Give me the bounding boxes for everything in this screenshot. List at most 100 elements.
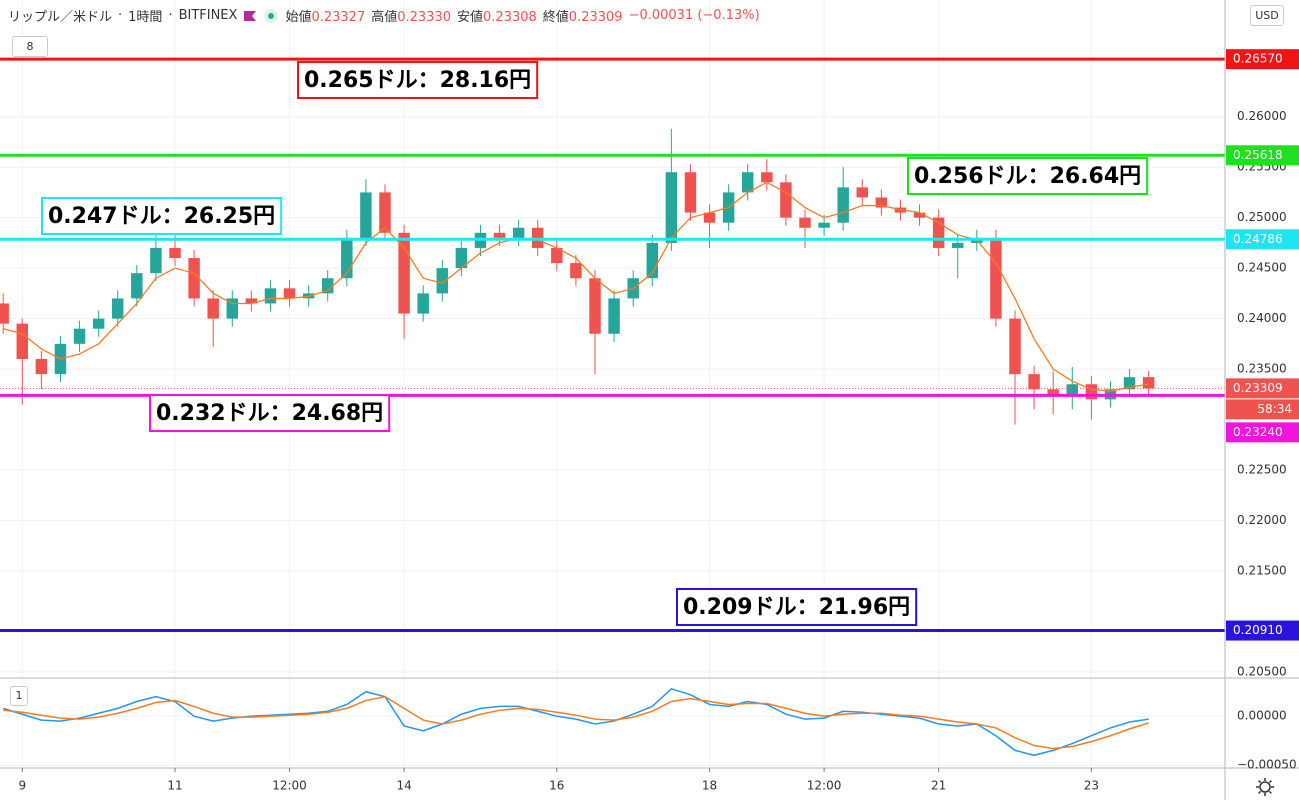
candle-body [1066, 384, 1078, 395]
level-label: 0.23240 [1233, 425, 1283, 439]
x-tick-label: 18 [702, 779, 717, 793]
candle-body [780, 182, 792, 218]
change: −0.00031 (−0.13%) [628, 8, 760, 23]
candle-body [1142, 377, 1155, 389]
level-label: 0.20910 [1233, 623, 1283, 637]
marks-layer [0, 128, 1155, 757]
level-label-bg [1226, 49, 1299, 70]
candle-body [398, 232, 410, 314]
candle-body [818, 222, 830, 228]
x-tick-label: 16 [549, 779, 564, 793]
candle-body [379, 192, 391, 233]
candle-body [360, 192, 372, 238]
candle-body [608, 298, 620, 334]
x-tick-label: 21 [931, 779, 946, 793]
candle-body [0, 303, 9, 324]
candle-body [1123, 377, 1136, 390]
close-label: 終値 [542, 10, 569, 25]
candle-body [245, 298, 258, 304]
candle-body [341, 237, 353, 279]
level-label-bg [1226, 422, 1299, 443]
level-note: 0.209ドル：21.96円 [683, 595, 910, 620]
y-tick-label: 0.24500 [1237, 261, 1287, 275]
x-tick-label: 11 [167, 779, 182, 793]
candle-body [932, 217, 945, 248]
candle-body [207, 298, 219, 319]
open-value: 0.23327 [311, 10, 366, 25]
indicator-toggle[interactable]: 8 [12, 36, 48, 57]
candle-body [226, 298, 238, 319]
candle-body [742, 172, 754, 193]
level-note-box [907, 157, 1149, 195]
candle-body [665, 172, 678, 243]
candle-body [551, 247, 563, 264]
candle-body [35, 358, 48, 375]
level-label-bg [1226, 229, 1299, 250]
candle-body [150, 247, 162, 274]
candle-body [913, 212, 926, 218]
high-value: 0.23330 [397, 10, 451, 25]
level-note: 0.265ドル：28.16円 [304, 68, 531, 93]
candle-body [703, 212, 716, 223]
countdown: 58:34 [1257, 402, 1292, 416]
symbol: リップル／米ドル [8, 10, 113, 25]
macd-line [3, 695, 1149, 750]
grid-layer [0, 0, 1225, 768]
y-tick-label: 0.26000 [1237, 109, 1287, 123]
candle-body [646, 242, 658, 279]
candle-body [1009, 318, 1021, 375]
candle-body [455, 247, 468, 269]
level-note-box [297, 61, 539, 99]
low-label: 安値 [457, 10, 484, 25]
candle-body [73, 328, 86, 344]
close-value: 0.23309 [568, 10, 623, 25]
candle-body [436, 268, 448, 294]
candle-body [112, 298, 124, 319]
level-label: 0.26570 [1233, 52, 1283, 66]
candle-body [264, 288, 277, 304]
candle-body [761, 172, 773, 183]
candle-body [493, 232, 506, 238]
candle-body [16, 323, 28, 359]
level-note-box [41, 197, 283, 235]
y-tick-label: −0.00050 [1237, 758, 1297, 772]
y-tick-label: 0.00000 [1237, 709, 1287, 723]
y-tick-label: 0.22500 [1237, 463, 1287, 477]
candle-body [1085, 384, 1098, 400]
price-label-bg [1226, 378, 1299, 399]
level-note: 0.256ドル：26.64円 [914, 164, 1141, 189]
candle-body [589, 278, 601, 334]
currency-button[interactable]: USD [1250, 5, 1284, 26]
settings-icon[interactable] [1253, 775, 1277, 799]
x-tick-label: 9 [18, 779, 26, 793]
level-label: 0.25618 [1233, 148, 1283, 162]
x-tick-label: 14 [396, 779, 411, 793]
candle-body [1047, 389, 1059, 395]
y-tick-label: 0.23500 [1237, 362, 1287, 376]
price-label: 0.23309 [1233, 381, 1283, 395]
countdown-bg [1226, 399, 1299, 420]
x-tick-label: 12:00 [272, 779, 307, 793]
x-tick-label: 23 [1084, 779, 1099, 793]
candle-body [283, 288, 296, 299]
high-label: 高値 [371, 10, 398, 25]
candle-body [856, 187, 868, 198]
y-tick-label: 0.24000 [1237, 311, 1287, 325]
x-tick-label: 12:00 [807, 779, 842, 793]
indicator-count: 8 [26, 40, 34, 53]
flag-icon [244, 10, 257, 21]
level-label-bg [1226, 620, 1299, 641]
level-note-box [149, 394, 391, 432]
moving-average [3, 181, 1149, 392]
candle-body [92, 318, 105, 329]
header: リップル／米ドル · 1時間 · BITFINEX 始値0.23327 高値0.23… [8, 8, 760, 25]
candle-body [799, 217, 811, 228]
status-dot [264, 8, 279, 23]
macd-line [2, 687, 1149, 757]
level-note: 0.232ドル：24.68円 [156, 401, 383, 426]
candle-body [684, 172, 697, 213]
interval: 1時間 [128, 10, 163, 25]
level-label-bg [1226, 145, 1299, 166]
